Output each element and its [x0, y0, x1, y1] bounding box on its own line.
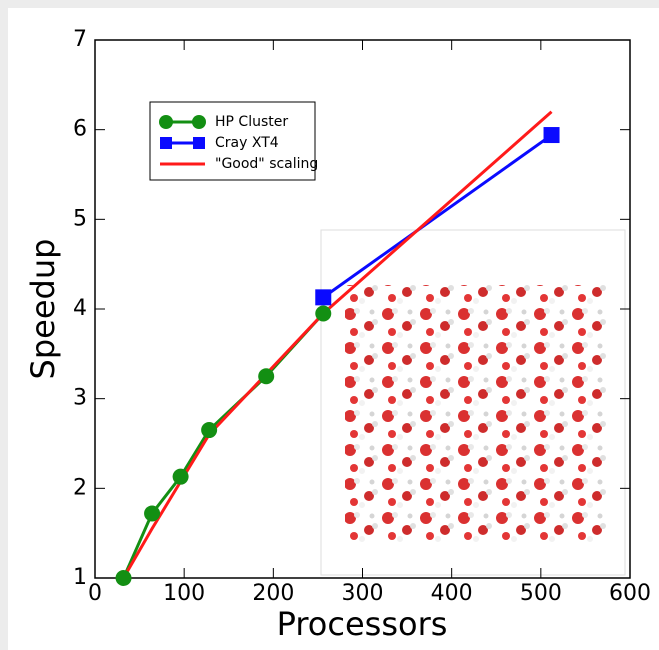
x-tick-label: 600	[609, 581, 651, 606]
x-tick-label: 400	[431, 581, 473, 606]
legend	[149, 101, 316, 181]
point	[144, 505, 161, 522]
x-tick-label: 200	[252, 581, 294, 606]
x-axis-title: Processors	[277, 605, 448, 643]
molecule-render	[345, 285, 610, 545]
point	[543, 127, 560, 144]
x-tick-label: 300	[342, 581, 384, 606]
y-tick-label: 1	[73, 565, 87, 590]
series-line	[322, 133, 553, 299]
y-tick-label: 5	[73, 206, 87, 231]
legend-marker	[193, 137, 205, 149]
y-tick-label: 2	[73, 475, 87, 500]
y-tick-label: 7	[73, 27, 87, 52]
point	[315, 305, 332, 322]
legend-label: HP Cluster	[215, 114, 288, 130]
x-tick-label: 0	[88, 581, 102, 606]
legend-marker	[192, 115, 206, 129]
y-tick-label: 4	[73, 296, 87, 321]
legend-label: "Good" scaling	[215, 156, 318, 172]
legend-marker	[160, 137, 172, 149]
point	[258, 368, 275, 385]
legend-label: Cray XT4	[215, 135, 279, 151]
x-tick-label: 100	[163, 581, 205, 606]
point	[172, 468, 189, 485]
x-tick-label: 500	[520, 581, 562, 606]
point	[115, 570, 132, 586]
y-tick-label: 3	[73, 386, 87, 411]
y-tick-label: 6	[73, 117, 87, 142]
point	[201, 422, 218, 439]
y-axis-title: Speedup	[24, 239, 62, 380]
legend-marker	[159, 115, 173, 129]
point	[315, 289, 332, 306]
